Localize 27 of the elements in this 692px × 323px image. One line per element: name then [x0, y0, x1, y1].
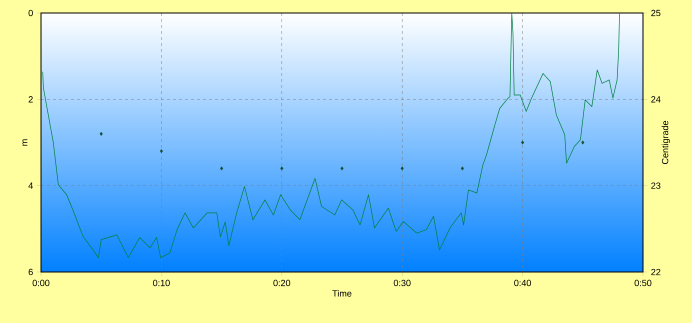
point [581, 140, 584, 144]
y2-tick-label: 25 [651, 10, 660, 16]
y-tick-label: 4 [28, 182, 33, 189]
x-axis-title: Time [332, 290, 352, 297]
x-tick-label: 0:00 [32, 280, 50, 286]
point [460, 166, 464, 170]
point [220, 166, 224, 170]
x-tick-label: 0:50 [634, 280, 652, 286]
x-tick-label: 0:30 [394, 280, 411, 286]
y-tick-label: 0 [28, 10, 33, 16]
y-tick-label: 6 [28, 268, 33, 276]
line-series [42, 13, 620, 258]
y2-tick-label: 22 [651, 268, 660, 276]
y2-tick-label: 24 [651, 96, 661, 102]
y2-tick-label: 23 [651, 182, 660, 189]
x-tick-label: 0:40 [514, 280, 532, 286]
y-axis-title: m [22, 139, 28, 146]
point [340, 166, 344, 170]
point [100, 132, 103, 136]
x-tick-label: 0:20 [273, 280, 290, 286]
point [280, 166, 284, 170]
x-tick-label: 0:10 [153, 280, 170, 286]
point [400, 166, 404, 170]
point [521, 140, 524, 144]
y-tick-label: 2 [28, 96, 33, 102]
y2-axis-title: Centigrade [662, 120, 670, 164]
point [160, 149, 163, 154]
